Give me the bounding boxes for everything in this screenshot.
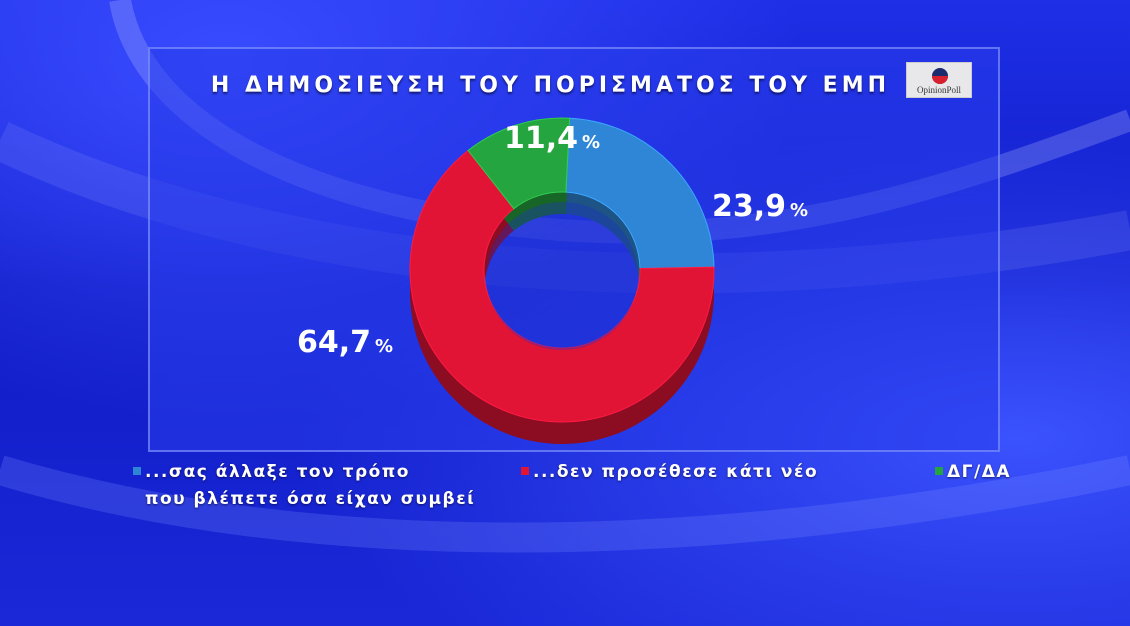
donut-slice-1 bbox=[409, 149, 715, 423]
chart-title: Η ΔΗΜΟΣΙΕΥΣΗ ΤΟΥ ΠΟΡΙΣΜΑΤΟΣ ΤΟΥ ΕΜΠ bbox=[210, 73, 890, 98]
opinion-poll-logo: OpinionPoll bbox=[906, 62, 972, 98]
legend-label-changed-line2: που βλέπετε όσα είχαν συμβεί bbox=[145, 489, 476, 509]
donut-slice-0 bbox=[565, 117, 715, 270]
donut-slice-2 bbox=[467, 117, 571, 210]
legend-label-changed-line1: ...σας άλλαξε τον τρόπο bbox=[145, 462, 410, 482]
data-label-1: 64,7% bbox=[297, 325, 393, 360]
logo-text: OpinionPoll bbox=[916, 85, 961, 95]
legend-swatch-blue bbox=[133, 467, 141, 475]
data-label-0: 23,9% bbox=[712, 189, 808, 224]
logo-emblem-icon bbox=[932, 68, 948, 84]
legend-label-dont-know: ΔΓ/ΔΑ bbox=[947, 462, 1012, 482]
legend-swatch-red bbox=[521, 467, 529, 475]
legend-label-nothing-new: ...δεν προσέθεσε κάτι νέο bbox=[533, 462, 819, 482]
legend-item-changed: ...σας άλλαξε τον τρόπο που βλέπετε όσα … bbox=[133, 459, 475, 513]
legend-item-dont-know: ΔΓ/ΔΑ bbox=[935, 459, 1011, 486]
data-label-2: 11,4% bbox=[504, 121, 600, 156]
legend-item-nothing-new: ...δεν προσέθεσε κάτι νέο bbox=[521, 459, 818, 486]
donut-hole bbox=[486, 202, 638, 350]
legend-swatch-green bbox=[935, 467, 943, 475]
